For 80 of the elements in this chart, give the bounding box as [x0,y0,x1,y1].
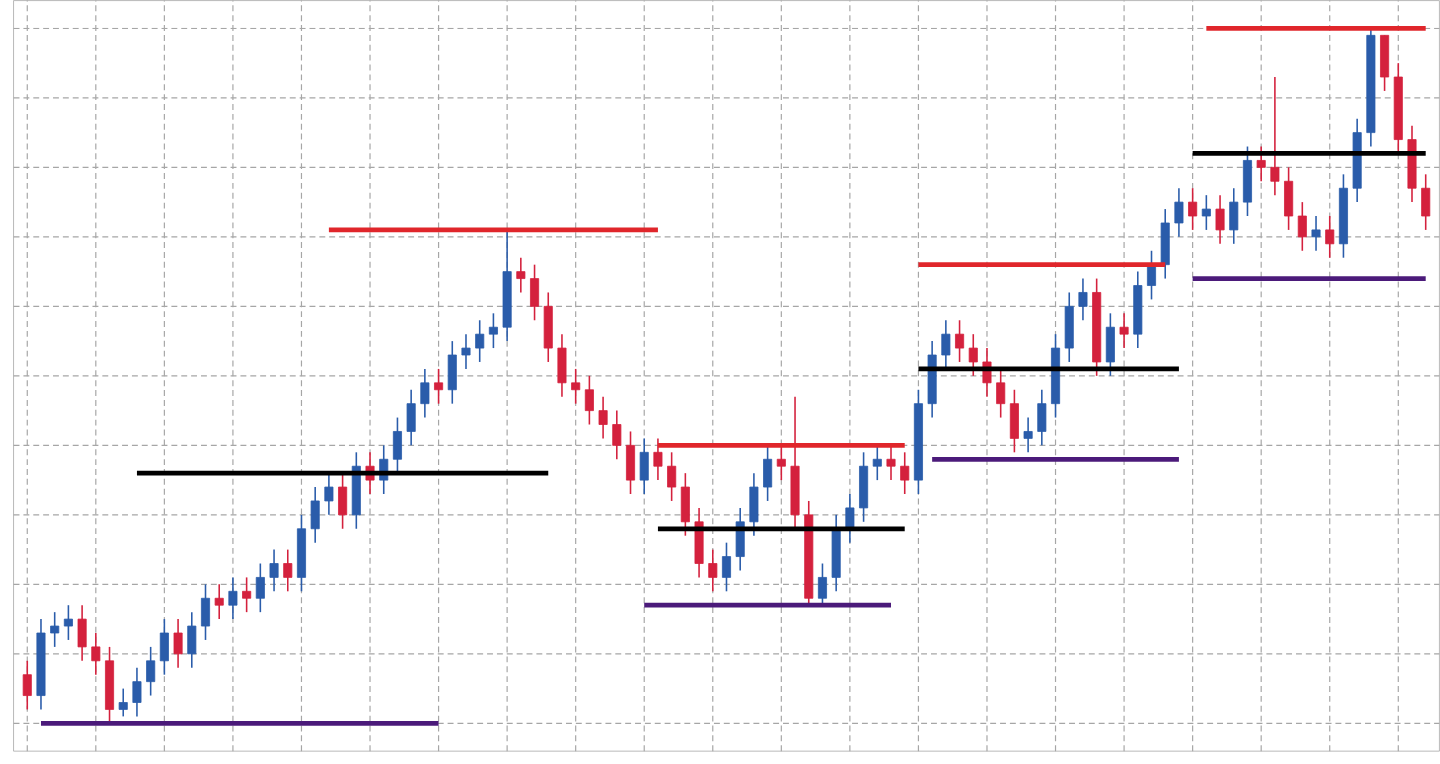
candlestick [1229,187,1239,245]
candlestick [1023,416,1033,453]
candlestick [941,319,951,370]
candlestick [996,367,1006,419]
candlestick [968,333,978,377]
candlestick [1188,187,1198,231]
candlestick [708,548,718,592]
candlestick [488,312,498,349]
candlestick [817,562,827,606]
candlestick [1174,187,1184,238]
candlestick [228,576,238,620]
candlestick [132,666,142,717]
candlestick [886,444,896,481]
candlestick [1270,75,1280,196]
candlestick [118,687,128,717]
candlestick [1201,194,1211,231]
candlestick [269,548,279,592]
candlestick [159,617,169,676]
candlestick [1421,173,1431,231]
candlestick [1297,200,1307,252]
candlestick [694,506,704,578]
candlestick [1242,145,1252,217]
candlestick [338,472,348,530]
candlestick [91,631,101,676]
candlestick [543,291,553,363]
candlestick [584,374,594,425]
candlestick [255,562,265,613]
candlestick [626,430,636,495]
candlestick [1284,166,1294,231]
candlestick [1119,312,1129,349]
candlestick [1325,214,1335,259]
candlestick [22,659,32,710]
candlestick [639,437,649,495]
candlestick [680,472,690,537]
candlestick [1160,207,1170,280]
candlestick [900,451,910,495]
candlestick [50,611,60,648]
candlestick [845,492,855,544]
candlestick [77,604,87,662]
candlestick [434,367,444,405]
candlestick [1105,312,1115,377]
candlestick [667,451,677,502]
candlestick [557,333,567,398]
candlestick [200,583,211,641]
candlestick [1009,388,1019,453]
candlestick [859,451,869,523]
candlestick [310,485,320,544]
candlestick [872,444,882,481]
candlestick [475,319,485,363]
candlestick [776,444,786,481]
candlestick [653,437,663,481]
candlestick [1078,277,1088,321]
candlestick [763,444,773,502]
candlestick [324,472,334,516]
candlestick [406,388,416,446]
candlestick [420,367,430,419]
candlestick [214,583,224,620]
candlestick [187,611,197,669]
candlestick [749,472,759,537]
candlestick [598,395,608,439]
candlestick [516,256,526,293]
candlestick [447,339,457,405]
candlestick [242,576,252,613]
candlestick [173,617,183,669]
candlestick [1064,291,1074,363]
candlestick [392,416,402,474]
candlestick [1215,194,1225,245]
candlestick [1380,34,1390,92]
candlestick [530,263,540,321]
candlestick [955,319,965,363]
candlestick [283,548,293,592]
candlestick [146,645,156,696]
candlestick [63,604,73,641]
candlestick [461,333,471,370]
candlestick [1256,145,1266,182]
candlestick [571,367,581,405]
candlestick [721,541,731,592]
candlestick [612,409,622,460]
candlestick [1037,388,1047,446]
candlestick [1311,214,1321,252]
